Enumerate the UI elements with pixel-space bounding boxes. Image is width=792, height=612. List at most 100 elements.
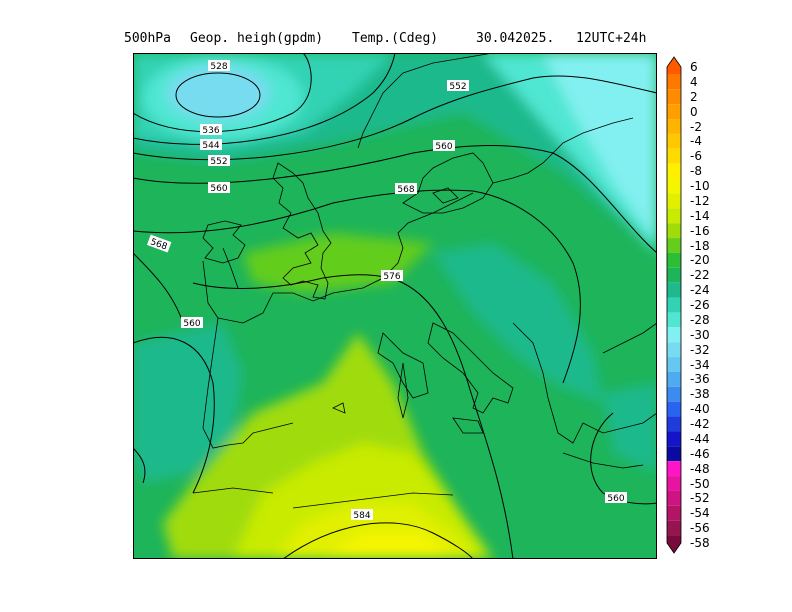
contour-label: 552: [449, 82, 466, 92]
colorbar-tick-label: -48: [690, 461, 710, 476]
colorbar-tick-label: -58: [690, 536, 710, 550]
contour-label: 544: [202, 141, 219, 151]
colorbar-tick-label: -38: [690, 387, 710, 402]
contour-label: 528: [210, 62, 227, 72]
colorbar-tick-label: -2: [690, 119, 702, 134]
colorbar-swatch: [667, 520, 681, 536]
contour-584: [282, 522, 474, 559]
contour-560-east: [590, 412, 657, 505]
colorbar-swatch: [667, 208, 681, 224]
contour-label: 536: [202, 126, 219, 136]
temperature-shading: [133, 53, 657, 559]
colorbar-tick-label: -42: [690, 417, 710, 431]
colorbar-tick-label: 2: [690, 89, 698, 104]
colorbar-tick-label: -16: [690, 223, 710, 238]
colorbar-swatch: [667, 148, 681, 164]
colorbar-tick-label: -26: [690, 298, 710, 312]
colorbar-swatch: [667, 67, 681, 75]
colorbar-tick-label: -20: [690, 253, 710, 268]
colorbar-tick-label: -6: [690, 149, 702, 164]
contour-label: 560: [435, 142, 452, 152]
colorbar-swatch: [667, 312, 681, 328]
contour-label: 560: [210, 184, 227, 194]
forecast-time-label: 12UTC+24h: [576, 31, 647, 46]
contour-552-north: [133, 75, 657, 161]
colorbar-swatch: [667, 133, 681, 149]
contour-label: 584: [353, 511, 370, 521]
colorbar-swatch: [667, 446, 681, 462]
height-contours: [133, 53, 657, 559]
colorbar-swatch: [667, 252, 681, 268]
colorbar-swatch: [667, 386, 681, 402]
contour-528: [175, 72, 261, 118]
colorbar-tick-label: -22: [690, 268, 710, 283]
contour-560-north: [133, 145, 657, 254]
contour-label: 576: [383, 272, 400, 282]
colorbar-tick-label: -32: [690, 342, 710, 357]
colorbar-tick-label: -34: [690, 357, 710, 372]
contour-label: 560: [183, 319, 200, 329]
colorbar-swatch: [667, 342, 681, 358]
contour-568: [133, 189, 581, 384]
colorbar-swatches: [666, 56, 682, 554]
colorbar-swatch: [667, 401, 681, 417]
coastlines: [192, 53, 657, 509]
map-header: 500hPa Geop. heigh(gpdm) Temp.(Cdeg) 30.…: [0, 0, 792, 50]
geopotential-label: Geop. heigh(gpdm): [190, 31, 324, 46]
contour-labels: 528 536 544 552 552 560 560 560 560 568 …: [146, 60, 627, 521]
colorbar-swatch: [667, 74, 681, 90]
contour-552-west: [133, 447, 146, 484]
colorbar-tick-label: -54: [690, 506, 710, 521]
colorbar-tick-label: -50: [690, 476, 710, 491]
contour-536: [133, 53, 312, 133]
colorbar-swatch: [667, 476, 681, 491]
colorbar-tick-label: 4: [690, 74, 698, 89]
colorbar-max-arrow: [667, 57, 681, 67]
colorbar-tick-label: -36: [690, 372, 710, 387]
colorbar-swatch: [667, 178, 681, 194]
colorbar-swatch: [667, 505, 681, 521]
colorbar-tick-label: -52: [690, 491, 710, 506]
colorbar-swatch: [667, 223, 681, 239]
colorbar-swatch: [667, 104, 681, 120]
level-label: 500hPa: [124, 31, 171, 46]
forecast-map: 528 536 544 552 552 560 560 560 560 568 …: [133, 53, 657, 559]
contour-560-west: [133, 336, 215, 494]
colorbar-swatch: [667, 282, 681, 298]
colorbar-swatch: [667, 490, 681, 506]
colorbar-tick-label: -8: [690, 164, 702, 179]
colorbar-swatch: [667, 267, 681, 283]
colorbar-tick-label: -12: [690, 193, 710, 208]
colorbar-swatch: [667, 535, 681, 543]
contour-568-west: [133, 252, 184, 324]
colorbar-tick-label: -14: [690, 208, 710, 223]
map-canvas: 528 536 544 552 552 560 560 560 560 568 …: [133, 53, 657, 559]
colorbar-swatch: [667, 357, 681, 372]
colorbar-swatch: [667, 193, 681, 209]
colorbar-swatch: [667, 163, 681, 179]
colorbar-tick-label: 0: [690, 104, 698, 119]
colorbar-swatch: [667, 119, 681, 134]
contour-label: 568: [397, 185, 414, 195]
colorbar-tick-label: -46: [690, 446, 710, 461]
contour-576: [192, 274, 514, 559]
colorbar-swatch: [667, 431, 681, 447]
colorbar-tick-label: -30: [690, 327, 710, 342]
colorbar-tick-label: -18: [690, 238, 710, 253]
contour-544: [133, 53, 396, 145]
colorbar-swatch: [667, 327, 681, 343]
colorbar-tick-label: -4: [690, 134, 702, 149]
colorbar-tick-label: -40: [690, 402, 710, 417]
colorbar-tick-label: -24: [690, 283, 710, 298]
colorbar-swatch: [667, 89, 681, 105]
colorbar-min-arrow: [667, 543, 681, 553]
colorbar-outline: [666, 56, 682, 554]
colorbar-tick-label: -56: [690, 521, 710, 536]
date-label: 30.042025.: [476, 31, 555, 46]
colorbar-tick-label: 6: [690, 60, 698, 74]
colorbar-tick-label: -28: [690, 312, 710, 327]
colorbar-swatch: [667, 297, 681, 313]
map-frame: [133, 53, 657, 559]
temperature-label: Temp.(Cdeg): [352, 31, 439, 46]
contour-label: 552: [210, 157, 227, 167]
